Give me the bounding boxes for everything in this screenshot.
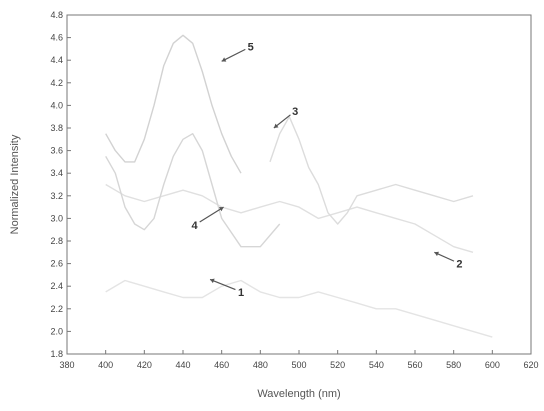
y-tick-label: 2.8	[50, 236, 63, 246]
y-tick-label: 3.8	[50, 123, 63, 133]
x-tick-label: 380	[59, 360, 74, 370]
series-line-4	[105, 133, 281, 248]
y-tick-label: 4.8	[50, 10, 63, 20]
curve-label-arrowhead	[273, 123, 279, 128]
x-tick-label: 420	[137, 360, 152, 370]
curve-label-4: 4	[192, 220, 199, 232]
x-tick-label: 440	[175, 360, 190, 370]
y-tick-label: 3.2	[50, 191, 63, 201]
x-tick-label: 580	[446, 360, 461, 370]
y-tick-label: 4.4	[50, 55, 63, 65]
x-tick-label: 500	[291, 360, 306, 370]
y-axis-ticks: 1.8 2.0 2.2 2.4 2.6 2.8 3.0 3.2 3.4 3.6 3.8 4.0 4.2 4…	[50, 10, 71, 359]
series-line-1	[105, 279, 493, 338]
x-tick-label: 620	[523, 360, 538, 370]
x-tick-label: 560	[407, 360, 422, 370]
x-axis-title: Wavelength (nm)	[257, 388, 340, 400]
y-tick-label: 1.8	[50, 349, 63, 359]
curve-label-5: 5	[248, 42, 254, 54]
y-tick-label: 4.6	[50, 33, 63, 43]
x-axis-ticks: 380 400 420 440 460 480 500 520 540 560 580 600 620	[59, 350, 539, 370]
series-line-3	[269, 116, 474, 225]
y-tick-label: 3.4	[50, 168, 63, 178]
x-tick-label: 460	[214, 360, 229, 370]
curve-label-arrowhead	[221, 57, 227, 62]
y-tick-label: 2.0	[50, 326, 63, 336]
series-line-5	[105, 34, 242, 174]
x-tick-label: 600	[485, 360, 500, 370]
curve-label-1: 1	[238, 287, 244, 299]
y-tick-label: 2.6	[50, 259, 63, 269]
y-tick-label: 3.6	[50, 146, 63, 156]
series-layer	[105, 34, 493, 338]
curve-label-arrow	[199, 206, 224, 223]
curve-label-arrowhead	[434, 251, 439, 257]
y-tick-label: 3.0	[50, 213, 63, 223]
y-tick-label: 2.4	[50, 281, 63, 291]
y-tick-label: 2.2	[50, 304, 63, 314]
x-tick-label: 400	[98, 360, 113, 370]
curve-labels: 1 2 3 4 5	[192, 42, 463, 299]
curve-label-3: 3	[292, 106, 298, 118]
x-tick-label: 540	[369, 360, 384, 370]
y-axis-title: Normalized Intensity	[9, 134, 21, 234]
curve-label-2: 2	[456, 259, 462, 271]
curve-label-arrow	[221, 48, 246, 62]
series-line-2	[105, 183, 474, 253]
x-tick-label: 480	[253, 360, 268, 370]
y-tick-label: 4.2	[50, 78, 63, 88]
curve-label-arrow	[209, 278, 236, 291]
y-tick-label: 4.0	[50, 100, 63, 110]
curve-label-arrowhead	[210, 278, 215, 284]
curve-label-arrowhead	[218, 207, 224, 212]
x-tick-label: 520	[330, 360, 345, 370]
